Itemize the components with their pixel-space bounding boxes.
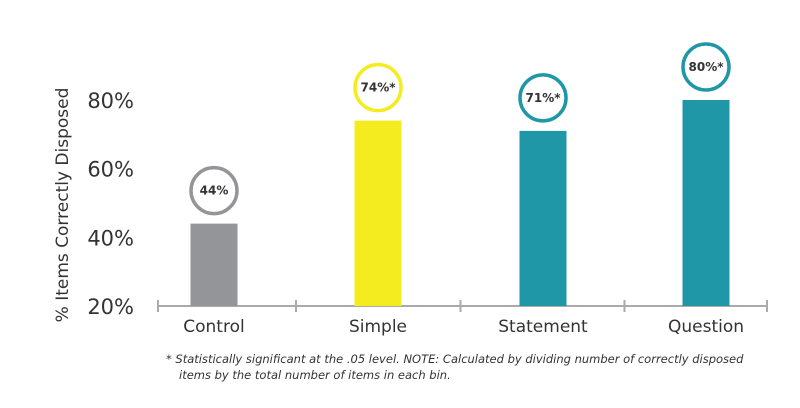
data-label-bubble	[353, 62, 403, 113]
category-label: Simple	[349, 317, 407, 337]
category-label: Question	[668, 317, 744, 337]
bar	[354, 120, 402, 306]
data-label: 71%*	[526, 91, 562, 105]
data-label: 74%*	[361, 81, 397, 95]
bar	[682, 100, 730, 306]
y-tick-label: 20%	[87, 295, 134, 319]
y-axis-title: % Items Correctly Disposed	[53, 88, 73, 323]
y-tick-labels: 20% 40% 60% 80%	[87, 89, 134, 319]
y-tick-label: 60%	[87, 158, 134, 182]
y-tick-label: 80%	[87, 89, 134, 113]
bar	[519, 130, 567, 306]
bar	[190, 223, 238, 306]
footnote-line-1: * Statistically significant at the .05 l…	[166, 352, 744, 366]
y-axis-title-group: % Items Correctly Disposed	[53, 88, 73, 323]
bars	[190, 100, 730, 306]
x-axis	[157, 300, 768, 312]
category-labels: Control Simple Statement Question	[183, 317, 744, 337]
data-label-bubbles: 44% 74%* 71%* 80%*	[189, 42, 731, 216]
data-label: 44%	[200, 184, 229, 198]
footnote-line-2: items by the total number of items in ea…	[179, 368, 451, 382]
data-label-bubble	[189, 165, 239, 216]
data-label-bubble	[518, 73, 568, 123]
category-label: Statement	[498, 317, 588, 337]
footnote: * Statistically significant at the .05 l…	[166, 351, 790, 383]
data-label-bubble	[681, 42, 731, 92]
data-label: 80%*	[689, 60, 725, 74]
y-tick-label: 40%	[87, 226, 134, 250]
category-label: Control	[183, 317, 244, 337]
